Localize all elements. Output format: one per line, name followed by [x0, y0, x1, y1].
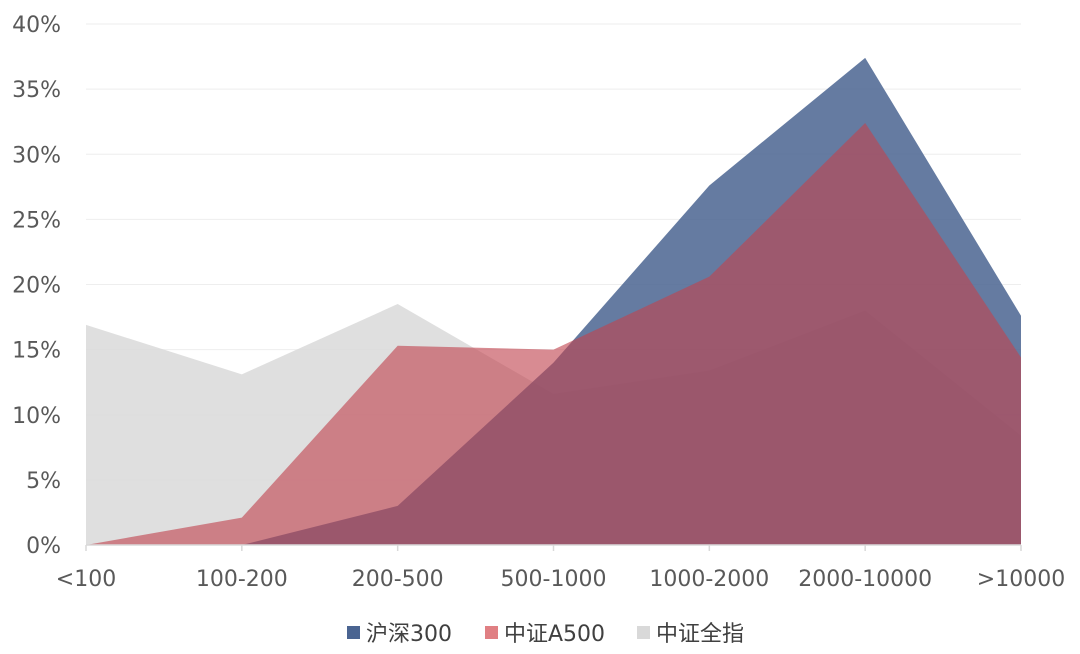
y-tick-label: 10%: [12, 404, 61, 429]
x-tick-label: 2000-10000: [798, 567, 932, 592]
x-tick-label: 500-1000: [501, 567, 607, 592]
legend-label: 中证全指: [656, 622, 744, 647]
y-tick-label: 25%: [12, 208, 61, 233]
x-tick-label: 200-500: [352, 567, 444, 592]
y-tick-label: 20%: [12, 274, 61, 299]
y-tick-label: 40%: [12, 13, 61, 38]
y-tick-label: 15%: [12, 339, 61, 364]
axes: 0% 5% 10% 15% 20% 25% 30% 35% 40% <100 100-200 200-…: [12, 13, 1065, 592]
y-tick-label: 30%: [12, 143, 61, 168]
area-series: [86, 122, 1021, 546]
plot-areas: [86, 57, 1021, 546]
x-tick-label: <100: [56, 567, 116, 592]
x-tick-label: >10000: [977, 567, 1065, 592]
legend-swatch: [347, 626, 360, 639]
y-tick-label: 35%: [12, 78, 61, 103]
legend-swatch: [637, 626, 650, 639]
x-tick-label: 100-200: [196, 567, 288, 592]
legend-swatch: [485, 626, 498, 639]
x-tick-label: 1000-2000: [649, 567, 769, 592]
legend: 沪深300 中证A500 中证全指: [347, 622, 744, 647]
legend-label: 沪深300: [366, 622, 452, 647]
legend-label: 中证A500: [504, 622, 605, 647]
y-tick-label: 0%: [26, 534, 61, 559]
y-tick-label: 5%: [26, 469, 61, 494]
